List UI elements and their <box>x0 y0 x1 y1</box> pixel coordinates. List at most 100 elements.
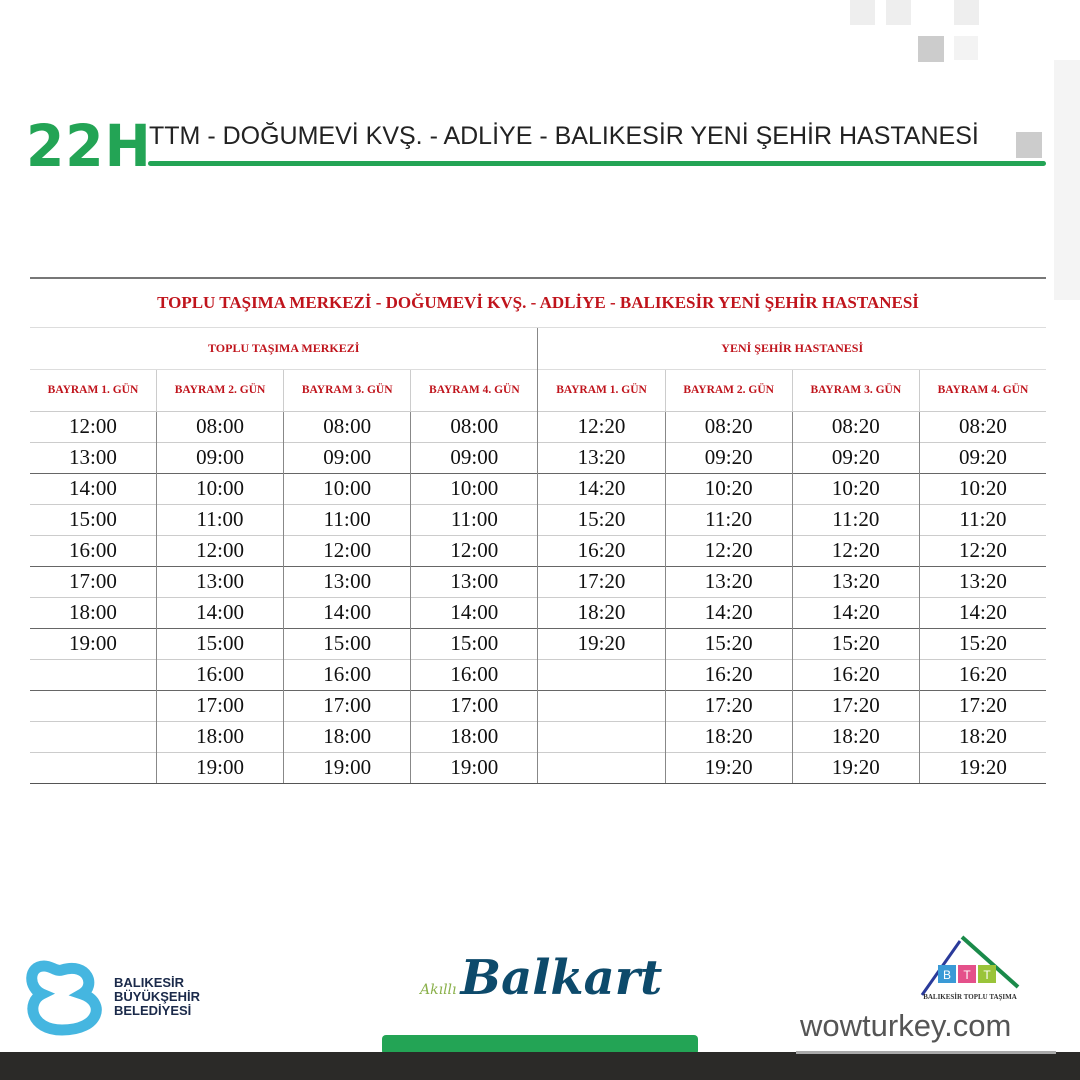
btt-logo-icon: B T T BALIKESİR TOPLU TAŞIMA <box>920 935 1020 1001</box>
time-cell <box>537 751 666 784</box>
bbb-logo-icon <box>26 960 102 1036</box>
time-cell: 12:00 <box>30 410 157 442</box>
time-cell: 10:20 <box>918 472 1046 504</box>
decor-square <box>850 0 875 25</box>
time-cell: 16:00 <box>283 658 411 690</box>
time-cell: 16:00 <box>155 658 284 690</box>
table-row: 18:00 18:00 18:00 18:20 18:20 18:20 <box>30 720 1046 752</box>
time-cell: 10:20 <box>791 472 920 504</box>
time-cell: 13:20 <box>537 441 666 473</box>
time-cell: 12:20 <box>664 534 793 566</box>
time-cell: 18:20 <box>918 720 1046 752</box>
logo-line: BÜYÜKŞEHİR <box>114 989 200 1004</box>
time-cell: 09:20 <box>664 441 793 473</box>
time-cell: 12:20 <box>918 534 1046 566</box>
timetable: TOPLU TAŞIMA MERKEZİ - DOĞUMEVİ KVŞ. - A… <box>30 277 1046 784</box>
time-cell: 18:20 <box>791 720 920 752</box>
footer-bar <box>0 1052 1080 1080</box>
time-cell: 13:20 <box>918 565 1046 597</box>
decor-square <box>954 0 979 25</box>
time-cell: 08:00 <box>155 410 284 442</box>
time-cell: 11:00 <box>155 503 284 535</box>
time-cell: 12:00 <box>410 534 538 566</box>
balkart-name: Balkart <box>460 950 663 1006</box>
table-row: 13:00 09:00 09:00 09:00 13:20 09:20 09:20 09:20 <box>30 441 1046 473</box>
time-cell: 13:00 <box>283 565 411 597</box>
table-row: 14:00 10:00 10:00 10:00 14:20 10:20 10:20 10:20 <box>30 472 1046 504</box>
time-cell: 11:00 <box>410 503 538 535</box>
column-header: BAYRAM 4. GÜN <box>918 368 1046 411</box>
time-cell: 17:20 <box>791 689 920 721</box>
time-cell: 17:00 <box>283 689 411 721</box>
time-cell: 18:20 <box>537 596 666 628</box>
time-cell: 13:00 <box>30 441 157 473</box>
balkart-logo: AkıllıBalkart <box>420 950 662 1006</box>
time-cell: 18:00 <box>30 596 157 628</box>
column-header: BAYRAM 1. GÜN <box>30 368 157 411</box>
time-cell: 15:20 <box>918 627 1046 659</box>
time-cell: 09:00 <box>410 441 538 473</box>
time-cell: 12:20 <box>791 534 920 566</box>
time-cell: 18:00 <box>410 720 538 752</box>
column-header: BAYRAM 1. GÜN <box>537 368 666 411</box>
time-cell <box>30 751 157 784</box>
time-cell: 17:00 <box>155 689 284 721</box>
time-cell: 16:20 <box>537 534 666 566</box>
time-cell: 14:20 <box>918 596 1046 628</box>
time-cell: 08:20 <box>664 410 793 442</box>
table-row: 12:00 08:00 08:00 08:00 12:20 08:20 08:20 08:20 <box>30 410 1046 442</box>
logo-line: BELEDİYESİ <box>114 1003 192 1018</box>
time-cell: 16:00 <box>30 534 157 566</box>
decor-square <box>886 0 911 25</box>
time-cell <box>30 720 157 752</box>
time-cell: 19:20 <box>791 751 920 784</box>
time-cell: 12:00 <box>155 534 284 566</box>
time-cell: 13:00 <box>410 565 538 597</box>
time-cell: 13:20 <box>664 565 793 597</box>
time-cell: 15:00 <box>410 627 538 659</box>
time-cell: 10:00 <box>283 472 411 504</box>
column-header: BAYRAM 2. GÜN <box>664 368 793 411</box>
time-cell: 14:00 <box>30 472 157 504</box>
time-cell: 15:00 <box>155 627 284 659</box>
column-header: BAYRAM 2. GÜN <box>155 368 284 411</box>
time-cell: 08:00 <box>283 410 411 442</box>
time-cell: 14:00 <box>410 596 538 628</box>
time-cell: 11:20 <box>918 503 1046 535</box>
btt-letter: T <box>983 968 991 982</box>
btt-letter: B <box>943 968 951 982</box>
table-row: 17:00 13:00 13:00 13:00 17:20 13:20 13:20 13:20 <box>30 565 1046 597</box>
group-header: TOPLU TAŞIMA MERKEZİ <box>30 326 538 369</box>
time-cell <box>537 658 666 690</box>
time-cell: 19:20 <box>537 627 666 659</box>
time-cell <box>537 720 666 752</box>
watermark: wowturkey.com <box>796 1006 1056 1054</box>
time-cell: 17:20 <box>537 565 666 597</box>
decor-square <box>918 36 944 62</box>
time-cell: 17:20 <box>664 689 793 721</box>
time-cell: 11:00 <box>283 503 411 535</box>
time-cell: 14:20 <box>664 596 793 628</box>
table-row: 18:00 14:00 14:00 14:00 18:20 14:20 14:20 14:20 <box>30 596 1046 628</box>
time-cell: 19:00 <box>283 751 411 784</box>
decor-square <box>1016 132 1042 158</box>
time-cell: 17:20 <box>918 689 1046 721</box>
time-cell: 19:00 <box>155 751 284 784</box>
time-cell: 14:20 <box>791 596 920 628</box>
time-cell: 15:20 <box>791 627 920 659</box>
route-title: TTM - DOĞUMEVİ KVŞ. - ADLİYE - BALIKESİR… <box>149 122 979 150</box>
time-cell: 08:20 <box>791 410 920 442</box>
time-cell: 15:00 <box>30 503 157 535</box>
decor-strip <box>1054 60 1080 300</box>
column-header: BAYRAM 4. GÜN <box>410 368 538 411</box>
table-row: 19:00 19:00 19:00 19:20 19:20 19:20 <box>30 751 1046 784</box>
time-cell: 18:20 <box>664 720 793 752</box>
time-cell: 15:00 <box>283 627 411 659</box>
bbb-logo-text: BALIKESİR BÜYÜKŞEHİR BELEDİYESİ <box>114 976 200 1018</box>
table-row: 19:00 15:00 15:00 15:00 19:20 15:20 15:20 15:20 <box>30 627 1046 659</box>
time-cell: 10:20 <box>664 472 793 504</box>
time-cell: 18:00 <box>155 720 284 752</box>
time-cell <box>30 689 157 721</box>
time-cell: 16:20 <box>791 658 920 690</box>
table-title: TOPLU TAŞIMA MERKEZİ - DOĞUMEVİ KVŞ. - A… <box>30 277 1046 327</box>
